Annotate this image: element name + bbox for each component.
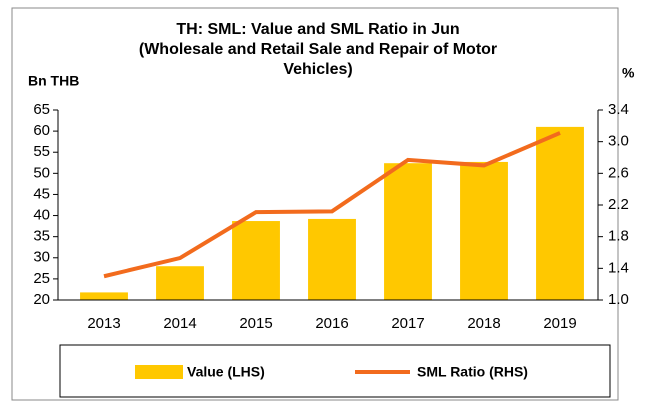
y-tick-label: 55 [33, 143, 50, 160]
y-tick-label: 30 [33, 249, 50, 266]
x-tick-label: 2015 [239, 315, 272, 332]
y2-tick-label: 2.2 [608, 196, 629, 213]
y2-tick-label: 1.8 [608, 228, 629, 245]
y2-axis-label: % [622, 65, 635, 81]
x-tick-label: 2013 [87, 315, 120, 332]
y-tick-label: 60 [33, 122, 50, 139]
x-tick-label: 2019 [543, 315, 576, 332]
x-tick-label: 2017 [391, 315, 424, 332]
y-tick-label: 45 [33, 185, 50, 202]
y-tick-label: 25 [33, 270, 50, 287]
y2-tick-label: 3.0 [608, 133, 629, 150]
y-axis-label: Bn THB [28, 73, 79, 89]
line [103, 131, 561, 279]
legend-label: Value (LHS) [187, 364, 265, 380]
bar [80, 292, 128, 300]
y2-tick-label: 1.4 [608, 259, 629, 276]
legend-label: SML Ratio (RHS) [417, 364, 528, 380]
bar [384, 163, 432, 300]
y2-tick-label: 2.6 [608, 164, 629, 181]
bar [156, 266, 204, 300]
x-tick-label: 2018 [467, 315, 500, 332]
chart-title: (Wholesale and Retail Sale and Repair of… [139, 41, 497, 58]
y2-tick-label: 1.0 [608, 291, 629, 308]
x-tick-label: 2014 [163, 315, 196, 332]
y-tick-label: 20 [33, 291, 50, 308]
bar [460, 161, 508, 300]
bar [536, 126, 584, 300]
x-tick-label: 2016 [315, 315, 348, 332]
y2-tick-label: 3.4 [608, 101, 629, 118]
y-tick-label: 35 [33, 228, 50, 245]
y-tick-label: 40 [33, 207, 50, 224]
legend-swatch [135, 365, 183, 379]
bar [308, 218, 356, 300]
chart-title: Vehicles) [283, 61, 352, 78]
chart-frame [11, 7, 619, 401]
chart-title: TH: SML: Value and SML Ratio in Jun [176, 21, 459, 38]
y-tick-label: 50 [33, 164, 50, 181]
y-tick-label: 65 [33, 101, 50, 118]
bar [232, 221, 280, 300]
